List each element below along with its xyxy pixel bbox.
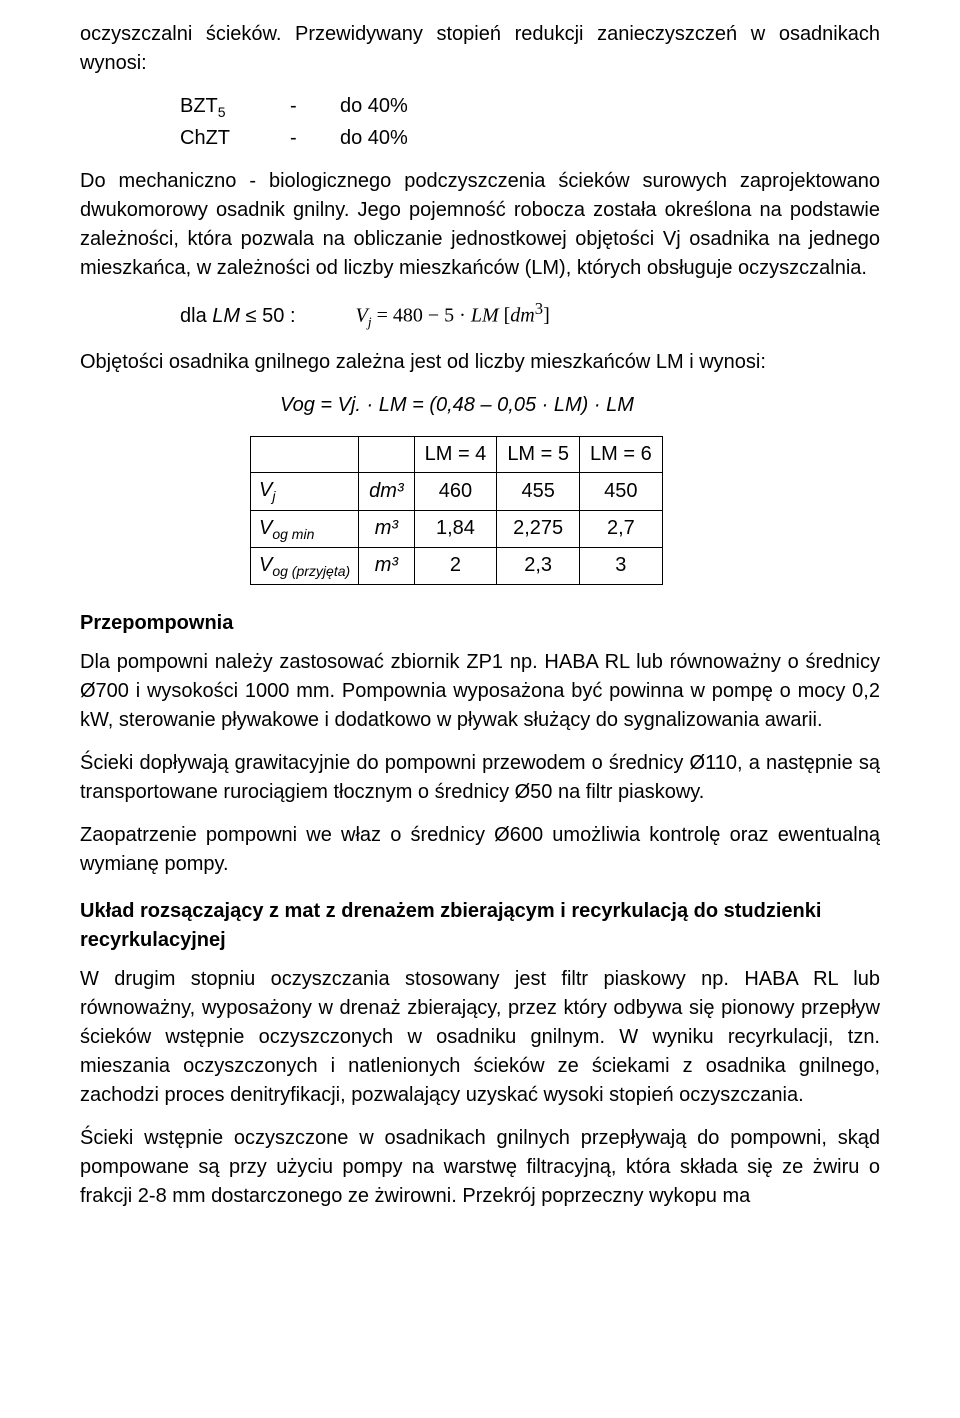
formula-cond-prefix: dla xyxy=(180,305,212,327)
paragraph-pomp-2: Ścieki dopływają grawitacyjnie do pompow… xyxy=(80,749,880,807)
reduction-value: do 40% xyxy=(340,92,408,122)
table-unit: m³ xyxy=(359,547,414,584)
reduction-list: BZT5 - do 40% ChZT - do 40% xyxy=(80,92,880,153)
table-row: Vog (przyjęta) m³ 2 2,3 3 xyxy=(251,547,663,584)
reduction-label-sub: 5 xyxy=(218,104,226,120)
section-title-przepompownia: Przepompownia xyxy=(80,609,880,638)
formula-lm: LM xyxy=(471,305,499,327)
formula-eq: = 480 − 5 · xyxy=(372,305,471,327)
formula-cond-rest: ≤ 50 : xyxy=(240,305,295,327)
paragraph-pomp-3: Zaopatrzenie pompowni we właz o średnicy… xyxy=(80,821,880,879)
formula-v: V xyxy=(356,305,368,327)
table-cell: 450 xyxy=(580,473,663,510)
table-header-cell: LM = 4 xyxy=(414,437,497,473)
table-header-cell xyxy=(251,437,359,473)
document-page: oczyszczalni ścieków. Przewidywany stopi… xyxy=(0,0,960,1418)
table-row: Vog min m³ 1,84 2,275 2,7 xyxy=(251,510,663,547)
table-cell: 2,275 xyxy=(497,510,580,547)
formula-condition: dla LM ≤ 50 : xyxy=(180,302,296,331)
formula-vj: dla LM ≤ 50 : Vj = 480 − 5 · LM [dm3] xyxy=(180,297,880,334)
formula-unit-close: ] xyxy=(543,305,550,327)
reduction-dash: - xyxy=(290,92,340,122)
table-row: Vj dm³ 460 455 450 xyxy=(251,473,663,510)
table-cell: 2,7 xyxy=(580,510,663,547)
section-title-uklad: Układ rozsączający z mat z drenażem zbie… xyxy=(80,897,880,955)
table-cell: 460 xyxy=(414,473,497,510)
paragraph-uklad-1: W drugim stopniu oczyszczania stosowany … xyxy=(80,965,880,1110)
table-row-label: Vog (przyjęta) xyxy=(251,547,359,584)
formula-cond-var: LM xyxy=(212,305,240,327)
paragraph-vog-intro: Objętości osadnika gnilnego zależna jest… xyxy=(80,348,880,377)
table-cell: 455 xyxy=(497,473,580,510)
table-cell: 2 xyxy=(414,547,497,584)
table-unit: dm³ xyxy=(359,473,414,510)
formula-pow: 3 xyxy=(535,299,543,318)
paragraph-intro: oczyszczalni ścieków. Przewidywany stopi… xyxy=(80,20,880,78)
table-header-cell: LM = 6 xyxy=(580,437,663,473)
formula-vog: Vog = Vj. · LM = (0,48 – 0,05 · LM) · LM xyxy=(280,391,880,420)
table-row-label: Vog min xyxy=(251,510,359,547)
reduction-label: BZT5 xyxy=(180,92,290,122)
reduction-value: do 40% xyxy=(340,124,408,153)
reduction-label-text: BZT xyxy=(180,95,218,117)
paragraph-uklad-2: Ścieki wstępnie oczyszczone w osadnikach… xyxy=(80,1124,880,1211)
paragraph-osadnik: Do mechaniczno - biologicznego podczyszc… xyxy=(80,167,880,283)
formula-unit-open: [ xyxy=(499,305,511,327)
formula-expression: Vj = 480 − 5 · LM [dm3] xyxy=(356,297,550,334)
reduction-row-bzt: BZT5 - do 40% xyxy=(180,92,880,122)
reduction-label: ChZT xyxy=(180,124,290,153)
table-header-row: LM = 4 LM = 5 LM = 6 xyxy=(251,437,663,473)
table-cell: 1,84 xyxy=(414,510,497,547)
table-unit: m³ xyxy=(359,510,414,547)
formula-unit: dm xyxy=(510,305,534,327)
table-cell: 2,3 xyxy=(497,547,580,584)
table-row-label: Vj xyxy=(251,473,359,510)
table-osadnik: LM = 4 LM = 5 LM = 6 Vj dm³ 460 455 450 … xyxy=(250,436,663,585)
paragraph-pomp-1: Dla pompowni należy zastosować zbiornik … xyxy=(80,648,880,735)
table-header-cell xyxy=(359,437,414,473)
table-cell: 3 xyxy=(580,547,663,584)
reduction-dash: - xyxy=(290,124,340,153)
table-header-cell: LM = 5 xyxy=(497,437,580,473)
reduction-row-chzt: ChZT - do 40% xyxy=(180,124,880,153)
